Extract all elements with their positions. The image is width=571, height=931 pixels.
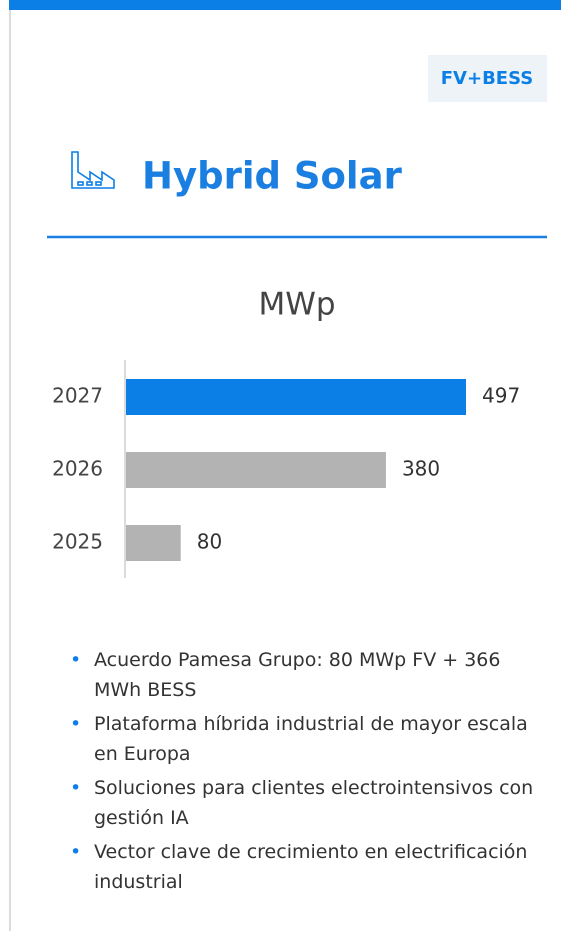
category-label: 2027	[52, 384, 103, 408]
value-label: 80	[197, 530, 222, 554]
tag-box	[428, 55, 547, 102]
factory-icon	[71, 151, 115, 189]
bar	[126, 525, 181, 561]
bar	[126, 379, 466, 415]
tag: FV+BESS	[441, 68, 533, 89]
category-label: 2026	[52, 457, 103, 481]
bullet: Plataforma híbrida industrial de mayor e…	[70, 709, 540, 769]
value-label: 380	[402, 457, 440, 481]
bullet-list: Acuerdo Pamesa Grupo: 80 MWp FV + 366 MW…	[70, 645, 540, 901]
bar	[126, 452, 386, 488]
category-label: 2025	[52, 530, 103, 554]
header-chart: FV+BESS Hybrid Solar MWp 2027 497 2026 380 2…	[47, 55, 547, 578]
chart-title: MWp	[258, 287, 335, 323]
bullet: Acuerdo Pamesa Grupo: 80 MWp FV + 366 MW…	[70, 645, 540, 705]
left-border	[9, 0, 11, 931]
bullet: Soluciones para clientes electrointensiv…	[70, 773, 540, 833]
bullet: Vector clave de crecimiento en electrifi…	[70, 837, 540, 897]
top-bar	[9, 0, 561, 10]
value-label: 497	[482, 384, 520, 408]
title: Hybrid Solar	[142, 155, 403, 198]
